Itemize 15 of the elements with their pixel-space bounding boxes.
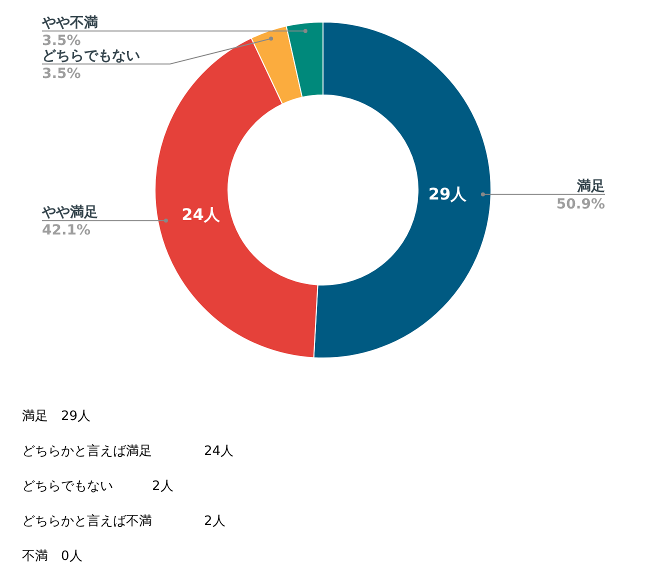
text: 50.9% — [556, 196, 605, 212]
text: 不満 0人 — [22, 549, 82, 564]
text: どちらでもない 2人 — [22, 479, 174, 494]
text: 満足 29人 — [22, 409, 91, 424]
text: 3.5% — [42, 32, 81, 49]
slice-label: やや不満 — [41, 14, 98, 31]
text: どちらかと言えば不満 2人 — [22, 513, 226, 529]
data-label: 24人 — [182, 204, 221, 224]
text: 42.1% — [42, 222, 91, 239]
data-label: 29人 — [428, 184, 468, 204]
slice-label: どちらでもない — [42, 48, 140, 64]
slice-label: 満足 — [576, 178, 605, 194]
text: 3.5% — [42, 66, 81, 82]
slice-label: やや満足 — [41, 204, 98, 221]
text: どちらかと言えば満足 24人 — [22, 443, 234, 459]
